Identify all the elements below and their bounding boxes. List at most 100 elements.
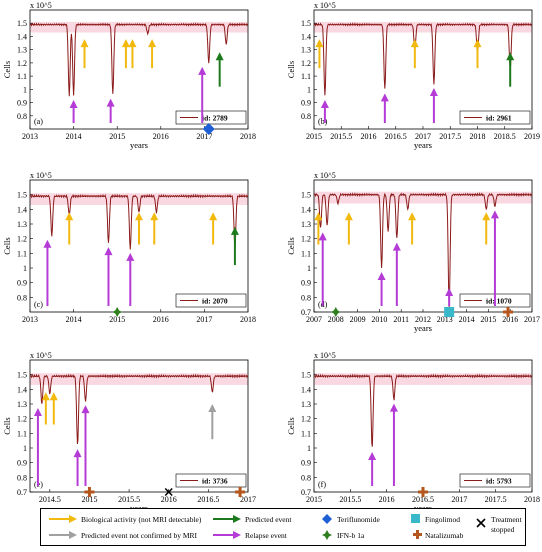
series-legend-label: id: 2961 [486, 114, 512, 123]
fingolimod-marker [444, 307, 455, 317]
x-axis-label: years [130, 140, 148, 150]
y-tick-label: 1.3 [17, 46, 27, 55]
x-tick-label: 2016 [502, 315, 518, 324]
predicted-arrow [215, 52, 224, 87]
biological-arrow [128, 39, 137, 69]
biological-arrow [209, 212, 218, 245]
legend-stopped: Treatment stopped [476, 515, 522, 534]
series-legend-label: id: 5793 [486, 477, 512, 486]
svg-text:Fingolimod: Fingolimod [425, 515, 460, 524]
panel-d: 0.7 0.8 0.9 1 1.1 1.2 1.3 1.4 1.5 2007 2008 2009 201… [286, 171, 540, 333]
svg-text:Treatment: Treatment [491, 515, 522, 524]
svg-text:Predicted event not confirmed: Predicted event not confirmed by MRI [81, 531, 198, 540]
biological-arrow [41, 392, 50, 425]
x-tick-label: 2008 [328, 315, 344, 324]
x-tick-label: 2018 [470, 132, 486, 141]
y-tick-label: 0.7 [17, 488, 27, 497]
relapse-arrow [392, 242, 401, 306]
plot-frame [29, 179, 249, 313]
x-tick-label: 2016 [161, 495, 177, 504]
x-tick-label: 2015 [109, 315, 125, 324]
predicted-arrow [506, 52, 515, 87]
y-exponent: x 10^5 [314, 171, 336, 180]
x-tick-label: 2017 [196, 315, 212, 324]
y-tick-label: 1.3 [301, 400, 311, 409]
x-tick-label: 2012 [415, 315, 431, 324]
biological-arrow [344, 212, 353, 245]
y-axis-label: Cells [286, 417, 296, 434]
cells-series-line [29, 22, 249, 97]
confidence-band [314, 373, 532, 385]
cells-series-line [313, 22, 533, 96]
legend: Biological activity (not MRI detectable)… [40, 508, 526, 546]
panel-a: 0.8 0.9 1 1.1 1.2 1.3 1.4 1.5 2013 2014 2015 2016 20… [2, 1, 256, 150]
x-tick-label: 2019 [524, 132, 540, 141]
y-tick-label: 1.3 [301, 46, 311, 55]
y-tick-label: 1.2 [17, 59, 27, 68]
biological-arrow [408, 212, 417, 245]
x-tick-label: 2016 [361, 132, 377, 141]
y-tick-label: 1 [23, 444, 27, 453]
y-tick-label: 1.1 [301, 249, 311, 258]
biological-arrow [473, 39, 482, 69]
x-tick-label: 2014 [459, 315, 475, 324]
panel-c: 0.8 0.9 1 1.1 1.2 1.3 1.4 1.5 2013 2014 2015 2016 20… [2, 171, 256, 324]
relapse-arrow [126, 252, 135, 306]
x-tick-label: 2018 [524, 495, 540, 504]
biological-arrow [410, 39, 419, 69]
y-tick-label: 1 [23, 264, 27, 273]
relapse-arrow [490, 210, 499, 306]
y-axis-label: Cells [2, 61, 12, 78]
x-tick-label: 2013 [22, 132, 38, 141]
natalizumab-marker [235, 487, 246, 497]
cells-series-line [29, 373, 249, 444]
y-tick-label: 1.4 [17, 385, 27, 394]
plot-frame [29, 359, 249, 493]
y-tick-label: 1.1 [17, 72, 27, 81]
y-tick-label: 0.8 [17, 112, 27, 121]
legend-relapse: Relapse event [213, 531, 288, 540]
legend-predicted: Predicted event [213, 515, 292, 524]
y-exponent: x 10^5 [30, 351, 52, 360]
x-tick-label: 2015 [109, 132, 125, 141]
biological-arrow [121, 39, 130, 69]
predicted-arrow [230, 226, 239, 266]
cells-series-line [313, 373, 533, 447]
legend-not-confirmed: Predicted event not confirmed by MRI [49, 531, 198, 540]
y-tick-label: 1.1 [301, 429, 311, 438]
y-tick-label: 1.2 [17, 235, 27, 244]
not_confirmed-arrow [208, 404, 217, 440]
svg-text:IFN-b 1a: IFN-b 1a [337, 531, 365, 540]
x-tick-label: 2017 [524, 315, 540, 324]
panel-f: 0.7 0.8 0.9 1 1.1 1.2 1.3 1.4 1.5 2015 2015.5 2016 2… [286, 351, 540, 513]
natalizumab-marker [418, 487, 428, 497]
y-tick-label: 1.4 [301, 32, 311, 41]
confidence-band [30, 21, 248, 33]
x-tick-label: 2016 [379, 495, 395, 504]
relapse-arrow [198, 66, 207, 123]
y-tick-label: 1.5 [17, 191, 27, 200]
x-tick-label: 2015.5 [118, 495, 140, 504]
svg-text:stopped: stopped [491, 525, 515, 534]
y-tick-label: 0.8 [301, 112, 311, 121]
relapse-arrow [429, 88, 438, 123]
y-tick-label: 1 [307, 264, 311, 273]
y-tick-label: 0.8 [17, 293, 27, 302]
y-tick-label: 0.7 [301, 308, 311, 317]
x-tick-label: 2007 [306, 315, 322, 324]
y-tick-label: 1.1 [301, 72, 311, 81]
x-tick-label: 2016.5 [385, 132, 407, 141]
biological-arrow [150, 212, 159, 245]
relapse-arrow [380, 93, 389, 123]
x-tick-label: 2016.5 [197, 495, 219, 504]
ifn-marker [112, 307, 123, 317]
y-tick-label: 1.4 [301, 385, 311, 394]
cells-series-line [313, 192, 533, 308]
panel-label: (c) [34, 300, 43, 309]
y-tick-label: 1.2 [17, 415, 27, 424]
y-tick-label: 0.7 [301, 488, 311, 497]
x-tick-label: 2013 [22, 315, 38, 324]
series-legend-box [175, 293, 247, 308]
y-exponent: x 10^5 [30, 171, 52, 180]
